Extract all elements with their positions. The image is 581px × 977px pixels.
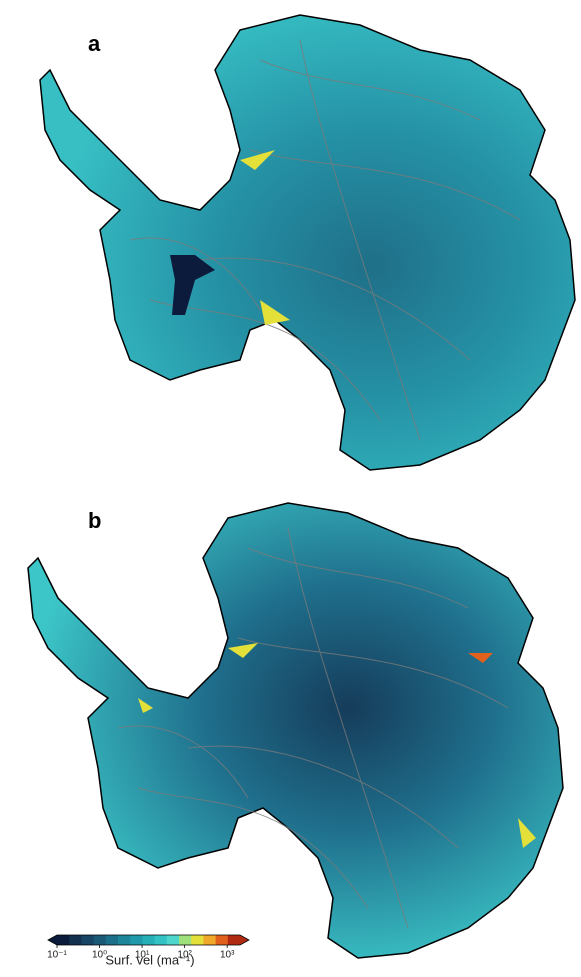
map-a bbox=[40, 15, 575, 470]
colorbar-segment bbox=[130, 935, 143, 945]
colorbar-tick-label: 10⁻¹ bbox=[47, 950, 67, 961]
colorbar-segment bbox=[155, 935, 168, 945]
figure: a b 10⁻¹10⁰10¹10²10³ Surf. vel (ma⁻¹) bbox=[0, 0, 581, 972]
colorbar-segment bbox=[69, 935, 82, 945]
colorbar-extend-high bbox=[240, 935, 249, 945]
map-b bbox=[28, 503, 563, 958]
colorbar-segment bbox=[118, 935, 131, 945]
colorbar-segment bbox=[57, 935, 70, 945]
colorbar-segment bbox=[106, 935, 119, 945]
colorbar-segment bbox=[94, 935, 107, 945]
colorbar-segment bbox=[167, 935, 180, 945]
colorbar-segment bbox=[142, 935, 155, 945]
colorbar-extend-low bbox=[48, 935, 57, 945]
colorbar-segment bbox=[179, 935, 192, 945]
colorbar-segment bbox=[191, 935, 204, 945]
colorbar-segment bbox=[203, 935, 216, 945]
panel-label: b bbox=[88, 508, 101, 533]
colorbar-label: Surf. vel (ma⁻¹) bbox=[105, 952, 194, 967]
panel-label: a bbox=[88, 31, 101, 56]
colorbar-segment bbox=[228, 935, 241, 945]
colorbar-segment bbox=[216, 935, 229, 945]
colorbar-segment bbox=[81, 935, 94, 945]
colorbar-tick-label: 10³ bbox=[220, 950, 235, 961]
